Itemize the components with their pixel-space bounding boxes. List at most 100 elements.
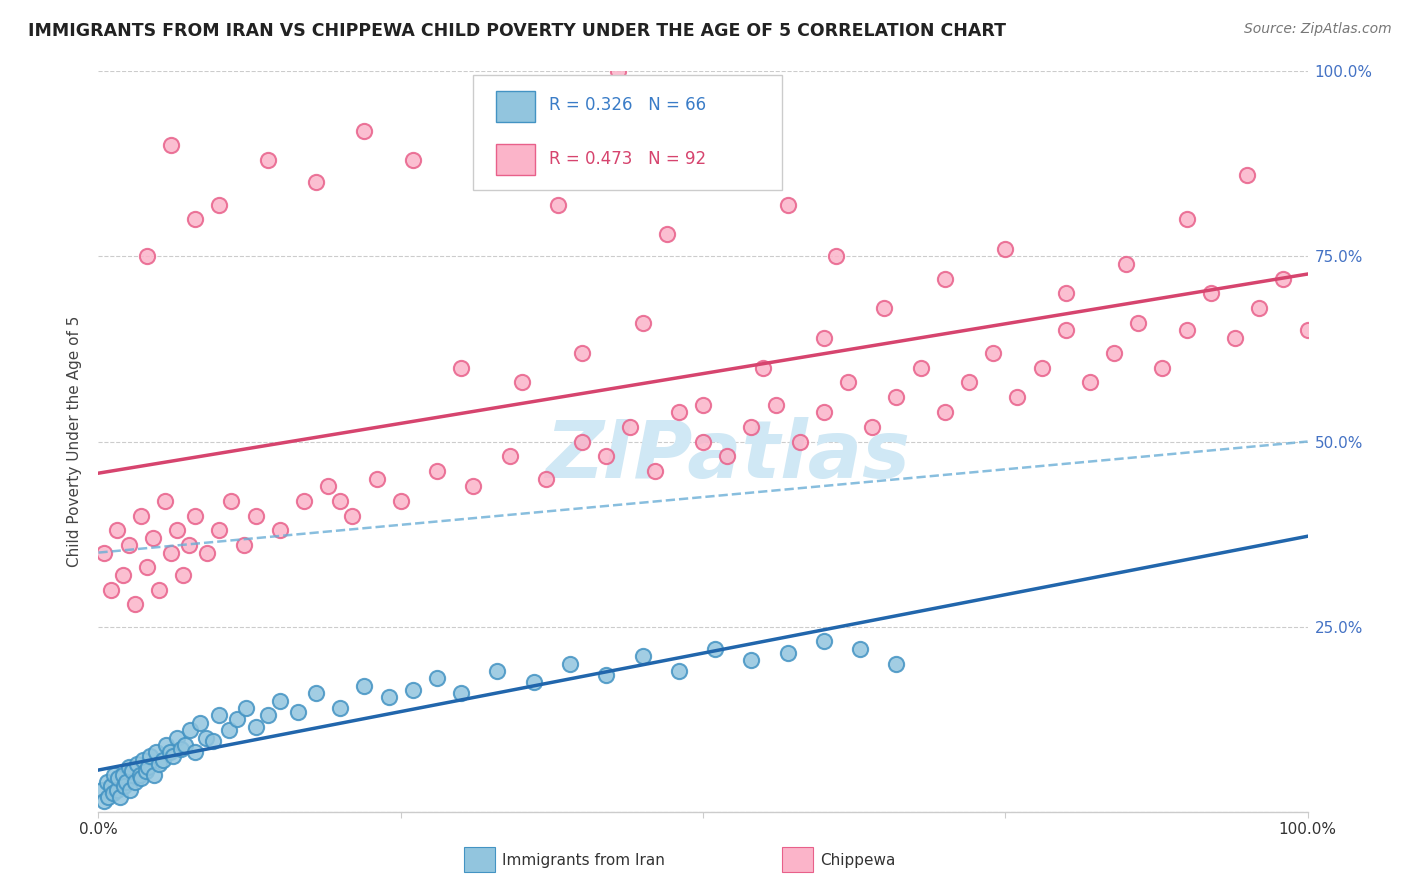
Point <box>124 598 146 612</box>
Point <box>124 775 146 789</box>
Point <box>813 634 835 648</box>
Point <box>195 731 218 745</box>
Point <box>93 546 115 560</box>
Point <box>160 138 183 153</box>
Point <box>510 376 533 390</box>
Point <box>174 738 197 752</box>
Point <box>994 242 1017 256</box>
Point <box>129 772 152 786</box>
Point <box>121 764 143 778</box>
Point <box>631 649 654 664</box>
Point <box>607 64 630 78</box>
Point <box>740 653 762 667</box>
Point <box>155 738 177 752</box>
Point <box>981 345 1004 359</box>
Point <box>142 531 165 545</box>
Point <box>668 405 690 419</box>
Point <box>1175 212 1198 227</box>
Point <box>837 376 859 390</box>
Point <box>692 398 714 412</box>
Point <box>91 782 114 797</box>
Point <box>129 508 152 523</box>
Text: ZIPatlas: ZIPatlas <box>544 417 910 495</box>
Point <box>100 779 122 793</box>
Point <box>789 434 811 449</box>
Point <box>135 560 157 574</box>
Point <box>221 493 243 508</box>
Point <box>873 301 896 316</box>
Point <box>1128 316 1150 330</box>
Point <box>1152 360 1174 375</box>
Point <box>305 175 328 190</box>
Point <box>1115 257 1137 271</box>
Point <box>402 153 425 168</box>
Point <box>115 775 138 789</box>
Point <box>498 450 520 464</box>
Point <box>132 753 155 767</box>
Point <box>112 779 135 793</box>
Point <box>716 450 738 464</box>
Point <box>1007 390 1029 404</box>
Point <box>595 450 617 464</box>
Point <box>195 546 218 560</box>
Point <box>534 472 557 486</box>
Point <box>148 756 170 771</box>
Point <box>655 227 678 242</box>
Point <box>1078 376 1101 390</box>
FancyBboxPatch shape <box>496 91 534 121</box>
Point <box>934 405 956 419</box>
Point <box>813 405 835 419</box>
Point <box>353 123 375 137</box>
Text: Chippewa: Chippewa <box>820 854 896 868</box>
Point <box>208 708 231 723</box>
Point <box>342 508 364 523</box>
Point <box>619 419 641 434</box>
Point <box>166 524 188 538</box>
Point <box>139 749 162 764</box>
Point <box>208 197 231 211</box>
Point <box>118 760 141 774</box>
Point <box>184 212 207 227</box>
Point <box>934 271 956 285</box>
Point <box>1054 324 1077 338</box>
Point <box>377 690 399 704</box>
Point <box>558 657 581 671</box>
Point <box>136 760 159 774</box>
Y-axis label: Child Poverty Under the Age of 5: Child Poverty Under the Age of 5 <box>67 316 83 567</box>
Point <box>135 764 157 778</box>
Point <box>329 701 352 715</box>
Point <box>184 508 207 523</box>
Point <box>886 390 908 404</box>
FancyBboxPatch shape <box>474 75 782 190</box>
Point <box>208 524 231 538</box>
Point <box>571 434 593 449</box>
Point <box>179 723 201 738</box>
Point <box>776 197 799 211</box>
Point <box>692 434 714 449</box>
Point <box>765 398 787 412</box>
Point <box>849 641 872 656</box>
Point <box>162 749 184 764</box>
Point <box>910 360 932 375</box>
Point <box>523 675 546 690</box>
Point <box>269 694 291 708</box>
Point <box>595 667 617 681</box>
Point <box>166 731 188 745</box>
Point <box>184 746 207 760</box>
Point <box>668 664 690 678</box>
Point <box>108 789 131 804</box>
Point <box>389 493 412 508</box>
Point <box>426 464 449 478</box>
Point <box>728 153 751 168</box>
Point <box>860 419 883 434</box>
Text: R = 0.326   N = 66: R = 0.326 N = 66 <box>550 96 707 114</box>
Point <box>571 345 593 359</box>
Point <box>101 786 124 800</box>
Point <box>128 767 150 781</box>
Point <box>366 472 388 486</box>
Point <box>287 705 309 719</box>
Point <box>269 524 291 538</box>
Text: Source: ZipAtlas.com: Source: ZipAtlas.com <box>1244 22 1392 37</box>
Point <box>135 250 157 264</box>
Point <box>957 376 980 390</box>
